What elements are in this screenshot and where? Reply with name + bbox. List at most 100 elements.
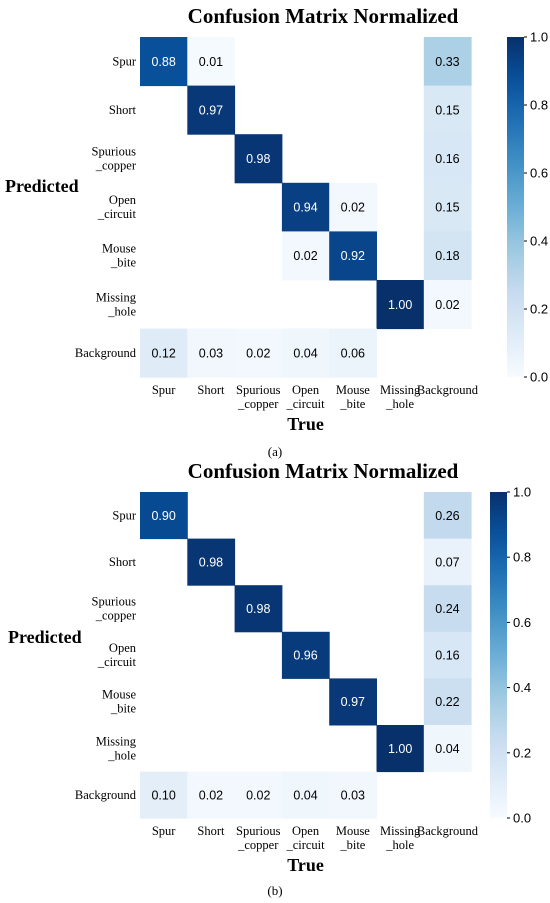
cm1-cell-2-6 xyxy=(423,585,472,633)
cm1-cell-0-0 xyxy=(140,492,188,540)
cm0-ytick-0: Spur xyxy=(112,54,136,68)
cm0-title: Confusion Matrix Normalized xyxy=(188,4,459,28)
cm0-cell-label-2-2: 0.98 xyxy=(246,152,270,166)
cm1-cbar-tick-4: 0.8 xyxy=(513,550,531,565)
cm0-cell-6-4 xyxy=(329,328,377,378)
cm1-x-axis-title: True xyxy=(287,855,324,875)
cm1-cbar-tick-3: 0.6 xyxy=(513,615,531,630)
cm1-xtick-5: Missing _hole xyxy=(380,824,421,852)
cm1-ytick-4: Mouse _bite xyxy=(102,688,136,716)
cm0-xtick-1: Short xyxy=(197,383,225,397)
cm0-cell-label-5-6: 0.02 xyxy=(435,298,459,312)
cm0-cell-label-6-1: 0.03 xyxy=(199,346,223,360)
cm0-cell-label-3-4: 0.02 xyxy=(341,201,365,215)
cm0-xtick-4: Mouse _bite xyxy=(336,383,370,411)
cm0-cell-0-1 xyxy=(187,37,236,87)
cm0-cell-5-6 xyxy=(423,280,472,330)
cm1-cell-label-5-5: 1.00 xyxy=(388,742,412,756)
cm0-ytick-6: Background xyxy=(75,346,137,360)
cm0-cell-6-1 xyxy=(187,328,236,378)
confusion-matrix-a: Confusion Matrix Normalized 0.88 0.01 0.33 0… xyxy=(5,4,548,434)
cm0-y-axis-title: Predicted xyxy=(5,176,79,196)
cm0-ytick-5: Missing _hole xyxy=(96,290,137,318)
cm0-xtick-3: Open _circuit xyxy=(285,383,325,411)
cm0-cell-4-4 xyxy=(329,231,377,281)
cm0-cell-3-3 xyxy=(281,182,330,232)
cm0-cell-3-4 xyxy=(329,182,377,232)
cm1-cell-5-6 xyxy=(423,725,472,773)
cm0-xtick-5: Missing _hole xyxy=(380,383,421,411)
cm0-cell-6-3 xyxy=(281,328,330,378)
cm0-cell-label-4-4: 0.92 xyxy=(341,249,365,263)
cm1-cell-label-6-3: 0.04 xyxy=(293,788,317,802)
cm1-cell-6-2 xyxy=(234,771,283,819)
cm0-ytick-3: Open _circuit xyxy=(97,193,137,221)
cm1-cell-label-3-6: 0.16 xyxy=(435,649,459,663)
cm0-cell-4-3 xyxy=(281,231,330,281)
cm1-cell-label-3-3: 0.96 xyxy=(293,649,317,663)
cm0-cell-label-0-6: 0.33 xyxy=(435,55,459,69)
cm0-colorbar xyxy=(507,37,524,377)
cm1-cell-label-2-2: 0.98 xyxy=(246,602,270,616)
cm0-cbar-tick-1: 0.2 xyxy=(530,302,548,317)
cm1-ytick-3: Open _circuit xyxy=(97,641,137,669)
cm0-cell-label-4-3: 0.02 xyxy=(293,249,317,263)
cm1-cell-label-6-0: 0.10 xyxy=(151,788,175,802)
cm1-xtick-6: Background xyxy=(417,824,479,838)
cm0-cell-label-1-6: 0.15 xyxy=(435,103,459,117)
cm1-cell-label-6-2: 0.02 xyxy=(246,788,270,802)
confusion-matrix-b: Confusion Matrix Normalized 0.90 0.26 0.98 0… xyxy=(8,459,531,875)
cm0-cell-label-0-1: 0.01 xyxy=(199,55,223,69)
cm1-cell-label-0-0: 0.90 xyxy=(151,509,175,523)
cm1-cell-label-6-1: 0.02 xyxy=(199,788,223,802)
cm0-cell-6-2 xyxy=(234,328,283,378)
cm0-cell-5-5 xyxy=(376,280,425,330)
cm0-xtick-0: Spur xyxy=(152,383,176,397)
cm1-cell-4-6 xyxy=(423,678,472,726)
cm1-xtick-1: Short xyxy=(197,824,225,838)
cm1-cell-2-2 xyxy=(234,585,283,633)
cm0-cell-label-5-5: 1.00 xyxy=(388,298,412,312)
cm1-xtick-0: Spur xyxy=(152,824,176,838)
cm1-cell-label-6-4: 0.03 xyxy=(341,788,365,802)
cm1-ytick-5: Missing _hole xyxy=(96,734,137,762)
cm1-cell-label-0-6: 0.26 xyxy=(435,509,459,523)
cm0-cell-label-3-3: 0.94 xyxy=(293,201,317,215)
cm0-cell-4-6 xyxy=(423,231,472,281)
cm1-cell-6-3 xyxy=(281,771,330,819)
cm1-cell-5-5 xyxy=(376,725,425,773)
cm0-cell-0-0 xyxy=(140,37,188,87)
cm0-cbar-tick-3: 0.6 xyxy=(530,166,548,181)
cm0-ytick-2: Spurious _copper xyxy=(92,145,137,173)
cm0-ytick-4: Mouse _bite xyxy=(102,242,136,270)
cm1-cbar-tick-5: 1.0 xyxy=(513,485,531,500)
cm0-ytick-1: Short xyxy=(109,103,137,117)
cm0-cell-label-6-0: 0.12 xyxy=(151,346,175,360)
cm0-cell-label-4-6: 0.18 xyxy=(435,249,459,263)
cm1-cell-1-6 xyxy=(423,538,472,586)
cm1-cell-4-4 xyxy=(329,678,377,726)
cm0-cell-2-6 xyxy=(423,134,472,184)
caption-b: (b) xyxy=(267,883,283,898)
cm1-cell-label-1-1: 0.98 xyxy=(199,555,223,569)
cm1-cbar-tick-0: 0.0 xyxy=(513,811,531,826)
cm1-cell-0-6 xyxy=(423,492,472,540)
cm0-cell-2-2 xyxy=(234,134,283,184)
cm1-cell-1-1 xyxy=(187,538,236,586)
cm1-y-axis-title: Predicted xyxy=(8,627,82,647)
cm1-cell-3-6 xyxy=(423,631,472,679)
cm0-cell-1-6 xyxy=(423,85,472,135)
cm1-cell-label-1-6: 0.07 xyxy=(435,555,459,569)
cm0-cell-label-2-6: 0.16 xyxy=(435,152,459,166)
cm0-cbar-tick-2: 0.4 xyxy=(530,234,548,249)
cm0-cell-label-6-2: 0.02 xyxy=(246,346,270,360)
cm0-cbar-tick-0: 0.0 xyxy=(530,370,548,385)
cm1-ytick-2: Spurious _copper xyxy=(92,595,137,623)
cm0-cell-3-6 xyxy=(423,182,472,232)
cm1-cell-6-0 xyxy=(140,771,188,819)
cm1-xtick-2: Spurious _copper xyxy=(236,824,281,852)
cm0-xtick-6: Background xyxy=(417,383,479,397)
cm0-cbar-tick-5: 1.0 xyxy=(530,30,548,45)
cm0-xtick-2: Spurious _copper xyxy=(236,383,281,411)
cm1-cell-label-2-6: 0.24 xyxy=(435,602,459,616)
